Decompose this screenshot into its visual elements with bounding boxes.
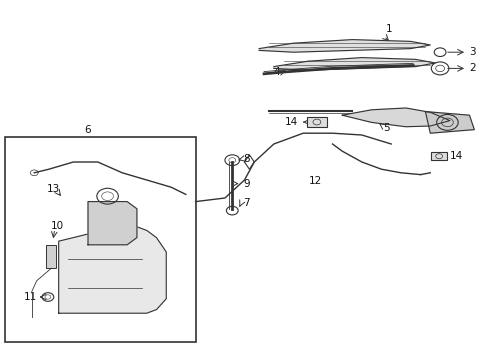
Bar [306,117,326,127]
Bar [46,245,56,268]
Text: 14: 14 [285,117,298,127]
Text: 2: 2 [468,63,475,73]
Polygon shape [273,58,434,70]
Text: 14: 14 [449,151,462,161]
Text: 6: 6 [84,125,91,135]
Polygon shape [59,227,166,313]
Text: 5: 5 [382,123,389,133]
Text: 8: 8 [243,154,249,164]
Text: 10: 10 [51,221,64,231]
Text: 7: 7 [243,198,249,208]
Bar [430,152,446,160]
Text: 4: 4 [272,67,279,77]
Polygon shape [342,108,449,127]
Text: 1: 1 [385,24,391,34]
Polygon shape [88,202,137,245]
Text: 11: 11 [23,292,37,302]
Text: 9: 9 [243,179,249,189]
Text: 3: 3 [468,47,475,57]
Text: 12: 12 [308,176,322,186]
Polygon shape [425,112,473,133]
Polygon shape [259,40,429,52]
Text: 13: 13 [47,184,61,194]
Bar [5,137,195,342]
